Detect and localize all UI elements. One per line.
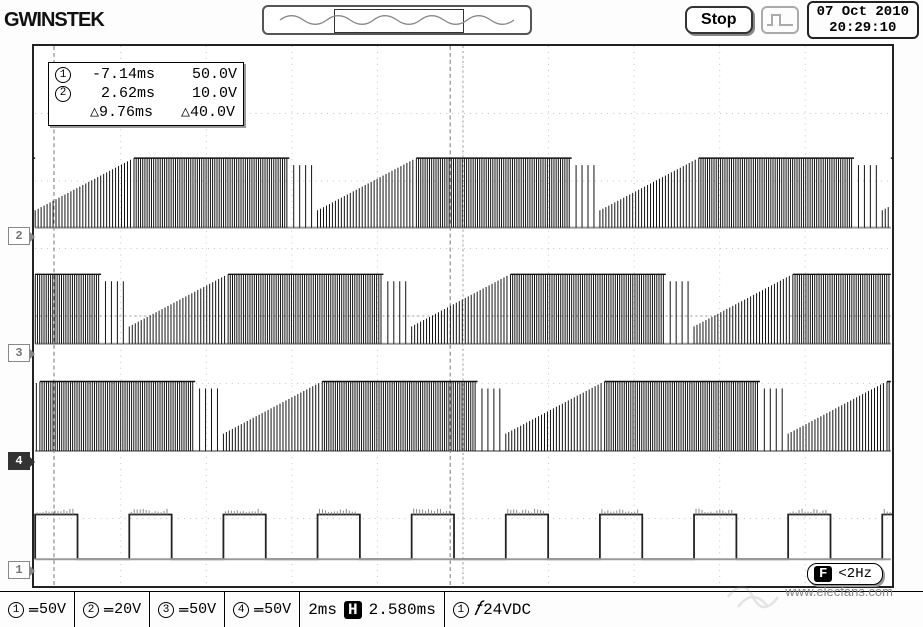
cursor-2-badge: 2 (55, 86, 71, 102)
watermark-text: www.elecfans.com (785, 584, 893, 599)
frequency-icon: F (814, 566, 832, 582)
trigger-channel-badge: 1 (453, 602, 469, 618)
channel-marker-1[interactable]: 1 (8, 561, 30, 579)
channel-scale-4[interactable]: 4═50V (225, 592, 300, 627)
signal-overview-wave (264, 7, 530, 33)
cursor-readout: 1 -7.14ms 50.0V 2 2.62ms 10.0V △9.76ms △… (48, 62, 244, 126)
h-offset-icon: H (344, 601, 362, 619)
frequency-value: <2Hz (838, 566, 872, 582)
brand-logo: GWINSTEK (4, 9, 104, 32)
trigger-level: 24VDC (483, 601, 531, 619)
time-text: 20:29:10 (817, 20, 909, 36)
cursor-row-delta: △9.76ms △40.0V (55, 104, 237, 123)
channel-marker-4[interactable]: 4 (8, 452, 30, 470)
channel-scale-3[interactable]: 3═50V (150, 592, 225, 627)
cursor-1-badge: 1 (55, 67, 71, 83)
cursor-delta-time: △9.76ms (75, 104, 153, 123)
top-bar: GWINSTEK Stop 07 Oct 2010 20:29:10 (0, 0, 923, 40)
frequency-readout: F <2Hz (807, 563, 883, 585)
oscilloscope-screen: GWINSTEK Stop 07 Oct 2010 20:29:10 1 2 2 3… (0, 0, 923, 627)
timebase-value: 2ms (308, 601, 337, 619)
cursor-2-time: 2.62ms (77, 85, 155, 104)
h-offset-value: 2.580ms (369, 601, 436, 619)
cursor-1-volt: 50.0V (159, 66, 237, 85)
cursor-row-1: 1 -7.14ms 50.0V (55, 66, 237, 85)
datetime-box: 07 Oct 2010 20:29:10 (807, 1, 919, 39)
cursor-2-volt: 10.0V (159, 85, 237, 104)
channel-marker-3[interactable]: 3 (8, 344, 30, 362)
signal-overview[interactable] (262, 5, 532, 35)
timebase-readout: 2ms H 2.580ms (300, 592, 445, 627)
channel-scale-2[interactable]: 2═20V (75, 592, 150, 627)
trigger-edge-icon: 𝑓 (474, 598, 480, 622)
channel-scale-1[interactable]: 1═50V (0, 592, 75, 627)
acquisition-mode-icon[interactable] (761, 6, 799, 34)
cursor-row-2: 2 2.62ms 10.0V (55, 85, 237, 104)
trigger-readout: 1 𝑓 24VDC (445, 592, 539, 627)
date-text: 07 Oct 2010 (817, 4, 909, 20)
cursor-delta-volt: △40.0V (157, 104, 235, 123)
channel-marker-2[interactable]: 2 (8, 227, 30, 245)
stop-button[interactable]: Stop (685, 6, 753, 34)
watermark-logo-icon (723, 577, 783, 617)
cursor-1-time: -7.14ms (77, 66, 155, 85)
waveform-svg (34, 46, 892, 586)
